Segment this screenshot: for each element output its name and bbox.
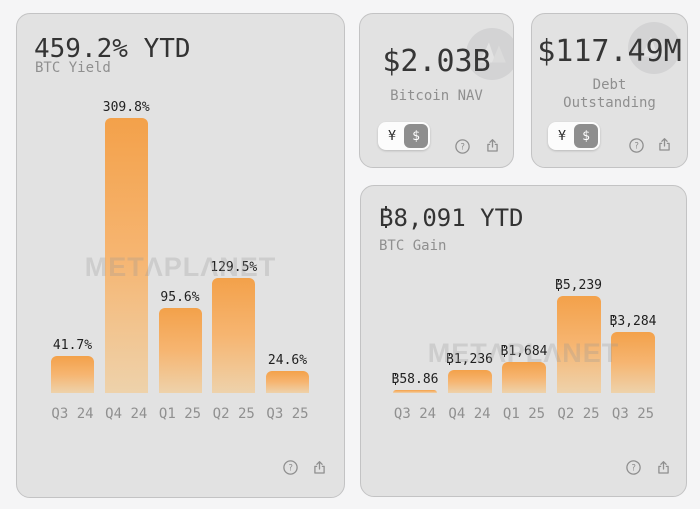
bitcoin-sign: B: [379, 204, 394, 232]
x-axis-label: Q2 25: [557, 406, 600, 422]
bitcoin-sign: B: [555, 278, 563, 293]
bitcoin-sign: B: [500, 344, 509, 359]
x-axis-label: Q3 24: [393, 406, 437, 422]
help-icon[interactable]: ?: [629, 138, 644, 153]
bar-value-label: B58.86: [391, 372, 439, 387]
btc-yield-card: 459.2% YTD BTC Yield METΛPLΛNET 41.7% 309…: [16, 13, 345, 498]
bar[interactable]: [393, 390, 437, 393]
bitcoin-nav-card: $2.03B Bitcoin NAV ¥ $ ?: [359, 13, 514, 168]
x-axis-labels: Q3 24 Q4 24 Q1 25 Q2 25 Q3 25: [51, 406, 309, 422]
x-axis-label: Q3 24: [51, 406, 94, 422]
bar[interactable]: [266, 371, 309, 393]
x-axis-label: Q1 25: [158, 406, 202, 422]
debt-outstanding-label: Debt Outstanding: [532, 76, 687, 112]
bar-value-label: 24.6%: [267, 353, 308, 368]
bar-column: 309.8%: [102, 100, 150, 393]
bar-value-label: B1,236: [446, 352, 493, 367]
bar-value-label: B1,684: [500, 344, 548, 359]
bar-column: B58.86: [391, 372, 439, 393]
bar-column: B1,684: [500, 344, 548, 393]
bar-value-label: 129.5%: [210, 260, 258, 275]
bar[interactable]: [51, 356, 94, 393]
x-axis-label: Q1 25: [502, 406, 546, 422]
debt-outstanding-card: $117.49M Debt Outstanding ¥ $ ?: [531, 13, 688, 168]
currency-option-yen[interactable]: ¥: [388, 128, 396, 144]
bar-value-label: 309.8%: [102, 100, 150, 115]
bar-value-label: B3,284: [609, 314, 657, 329]
btc-yield-title: 459.2% YTD: [34, 34, 191, 64]
currency-option-yen[interactable]: ¥: [558, 128, 566, 144]
x-axis-label: Q4 24: [448, 406, 491, 422]
bitcoin-nav-value: $2.03B: [382, 44, 491, 79]
btc-gain-title: B8,091 YTD: [379, 204, 524, 232]
help-icon[interactable]: ?: [626, 460, 641, 475]
bar-column: B5,239: [555, 278, 602, 393]
bar-column: 95.6%: [158, 290, 202, 393]
bar[interactable]: [611, 332, 655, 393]
help-icon[interactable]: ?: [455, 139, 470, 154]
bar-column: B1,236: [446, 352, 493, 393]
share-icon[interactable]: [657, 137, 672, 152]
currency-toggle: ¥ $: [378, 122, 430, 150]
bar-column: 41.7%: [51, 338, 94, 393]
bitcoin-nav-label: Bitcoin NAV: [390, 88, 483, 104]
bars-row: 41.7% 309.8% 95.6% 129.5% 24.6%: [51, 100, 309, 393]
svg-text:?: ?: [631, 464, 636, 474]
help-icon[interactable]: ?: [283, 460, 298, 475]
x-axis-label: Q4 24: [105, 406, 148, 422]
x-axis-label: Q3 25: [611, 406, 655, 422]
currency-option-usd[interactable]: $: [404, 124, 428, 148]
btc-yield-subtitle: BTC Yield: [35, 60, 111, 76]
bar-value-label: 41.7%: [52, 338, 93, 353]
bar[interactable]: [104, 118, 148, 393]
svg-text:?: ?: [460, 143, 465, 153]
metaplanet-logo-icon: [466, 28, 513, 80]
share-icon[interactable]: [485, 138, 500, 153]
metaplanet-logo-icon: [628, 22, 680, 74]
bar[interactable]: [502, 362, 546, 393]
bar[interactable]: [556, 296, 601, 393]
share-icon[interactable]: [312, 460, 327, 475]
currency-option-usd[interactable]: $: [574, 124, 598, 148]
btc-gain-subtitle: BTC Gain: [379, 238, 447, 254]
bar[interactable]: [447, 370, 492, 393]
share-icon[interactable]: [656, 460, 671, 475]
x-axis-labels: Q3 24 Q4 24 Q1 25 Q2 25 Q3 25: [393, 406, 655, 422]
bar-column: 129.5%: [210, 260, 258, 393]
debt-label-line2: Outstanding: [563, 95, 656, 111]
currency-toggle: ¥ $: [548, 122, 600, 150]
bar-column: 24.6%: [266, 353, 309, 393]
x-axis-label: Q3 25: [266, 406, 309, 422]
x-axis-label: Q2 25: [212, 406, 255, 422]
debt-outstanding-value: $117.49M: [537, 34, 682, 69]
bitcoin-sign: B: [446, 352, 454, 367]
bar[interactable]: [158, 308, 202, 393]
bar-column: B3,284: [609, 314, 657, 393]
bars-row: B58.86 B1,236 B1,684 B5,239 B3,284: [391, 278, 657, 393]
debt-label-line1: Debt: [592, 77, 627, 93]
btc-gain-card: B8,091 YTD BTC Gain METΛPLΛNET B58.86 B1,…: [360, 185, 687, 497]
bar[interactable]: [212, 278, 256, 393]
bar-value-label: 95.6%: [160, 290, 200, 305]
bitcoin-sign: B: [609, 314, 618, 329]
bar-value-label: B5,239: [555, 278, 602, 293]
bitcoin-sign: B: [391, 372, 400, 387]
svg-text:?: ?: [288, 464, 293, 474]
svg-text:?: ?: [634, 142, 639, 152]
